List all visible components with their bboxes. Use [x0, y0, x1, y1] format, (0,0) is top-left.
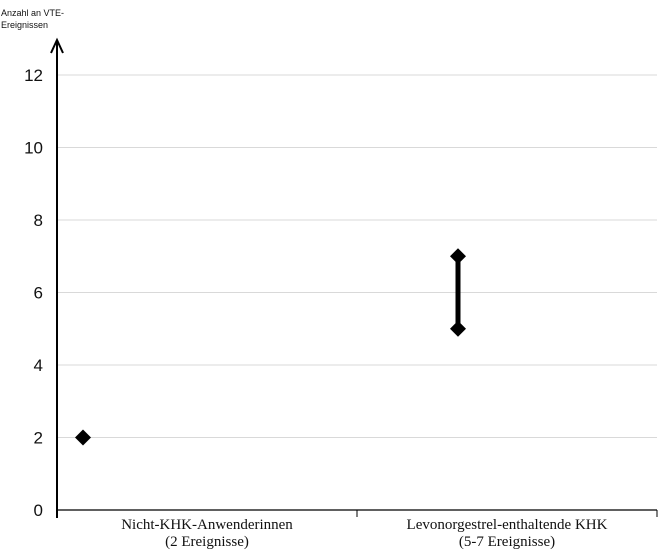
y-tick-label-12: 12 [24, 66, 43, 85]
y-tick-label-6: 6 [34, 284, 43, 303]
marker-point-1 [75, 429, 91, 446]
y-tick-label-8: 8 [34, 211, 43, 230]
x-category-labels: Nicht-KHK-Anwenderinnen(2 Ereignisse) Lev… [121, 517, 607, 550]
y-tick-labels: 0 2 4 6 8 10 12 [24, 66, 43, 520]
axes [50, 37, 658, 518]
y-tick-label-0: 0 [34, 501, 43, 520]
y-tick-label-2: 2 [34, 429, 43, 448]
y-axis-title-line-2: Ereignissen [1, 20, 48, 30]
x-category-label-2-line-1: Levonorgestrel-enthaltende KHK [407, 517, 608, 533]
y-axis-title-line-1: Anzahl an VTE- [1, 8, 64, 18]
data-marks [75, 248, 466, 446]
x-category-label-1-line-1: Nicht-KHK-Anwenderinnen [121, 517, 293, 533]
x-category-label-1-line-2: (2 Ereignisse) [165, 534, 249, 550]
grid-lines [57, 74, 657, 438]
y-axis-arrow [50, 37, 64, 54]
y-axis-title: Anzahl an VTE- Ereignissen [1, 8, 64, 30]
x-category-label-2-line-2: (5-7 Ereignisse) [459, 534, 555, 550]
y-tick-label-4: 4 [34, 356, 43, 375]
marker-high-2 [450, 248, 466, 265]
y-tick-label-10: 10 [24, 139, 43, 158]
marker-low-2 [450, 320, 466, 337]
